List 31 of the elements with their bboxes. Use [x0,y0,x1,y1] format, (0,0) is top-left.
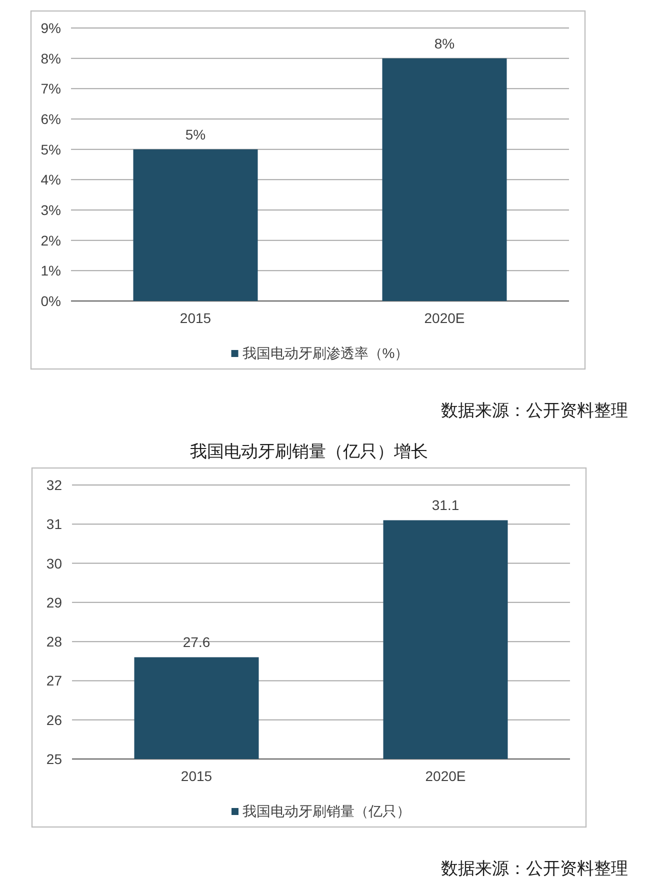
data-label: 27.6 [182,634,210,650]
y-tick-label: 27 [46,672,62,689]
legend-label: 我国电动牙刷渗透率（%） [242,345,409,361]
y-tick-label: 31 [46,516,62,532]
y-tick-label: 32 [46,477,62,493]
x-tick-label: 2020E [425,768,466,784]
y-tick-label: 5% [40,141,61,158]
x-tick-label: 2020E [424,310,465,326]
y-tick-label: 9% [40,20,61,36]
x-tick-label: 2015 [180,310,212,326]
data-label: 8% [434,35,455,52]
y-tick-label: 7% [40,80,61,97]
title: 我国电动牙刷销量（亿只）增长 [190,442,428,461]
data-label: 5% [185,126,206,142]
y-tick-label: 1% [40,262,61,279]
y-tick-label: 29 [46,594,62,610]
y-tick-label: 3% [40,202,61,218]
y-tick-label: 30 [46,555,62,572]
y-tick-label: 6% [40,111,61,127]
annotation: 数据来源：公开资料整理 [441,401,628,420]
y-tick-label: 0% [40,293,61,309]
y-tick-label: 28 [46,634,62,650]
y-tick-label: 25 [46,751,62,767]
legend-label: 我国电动牙刷销量（亿只） [242,803,410,819]
y-tick-label: 8% [40,50,61,66]
y-tick-label: 2% [40,232,61,248]
y-tick-label: 4% [40,172,61,188]
data-label: 31.1 [432,497,460,514]
x-tick-label: 2015 [180,768,212,784]
y-tick-label: 26 [46,712,62,728]
annotation: 数据来源：公开资料整理 [441,859,628,878]
